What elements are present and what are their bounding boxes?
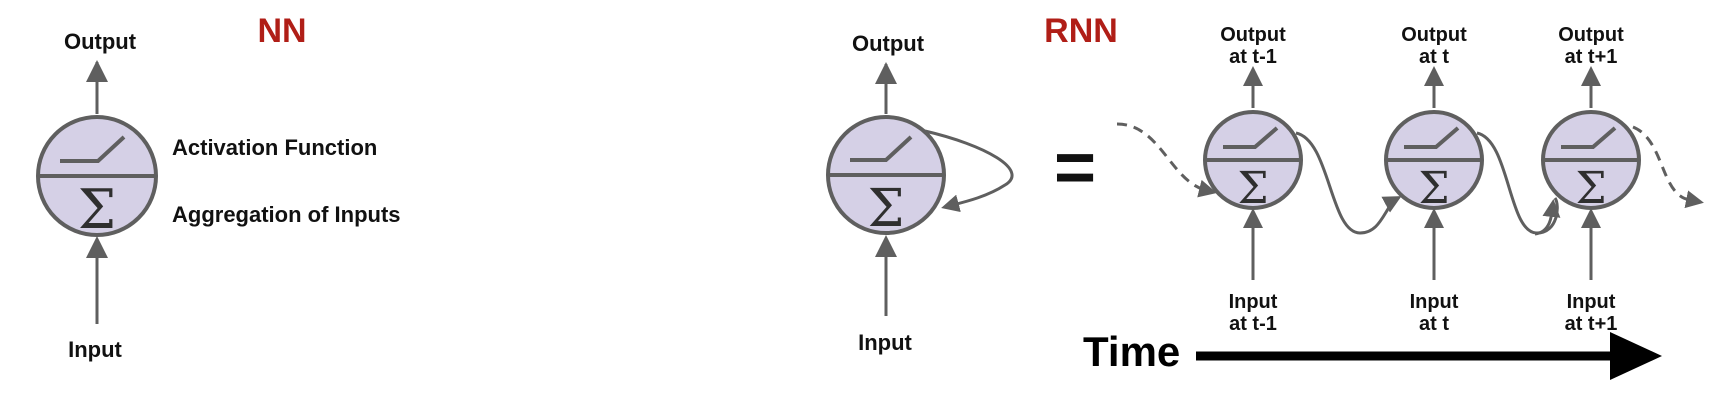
rnn-folded-section: RNN Output Σ Input (826, 12, 1118, 355)
rnn-folded-sigma-icon: Σ (868, 179, 905, 239)
rnn-step-t: Output at t Σ Input at t (1384, 24, 1484, 335)
nn-aggregation-label: Aggregation of Inputs (172, 202, 401, 227)
nn-neuron: Σ (36, 115, 158, 241)
nn-output-label: Output (64, 29, 137, 54)
output-time-t-plus-1: at t+1 (1565, 46, 1618, 68)
incoming-hidden-state-dashed-arrow (1116, 122, 1217, 198)
nn-section: NN Output Σ Activation Function Aggregat… (36, 12, 401, 362)
output-time-t-minus-1: at t-1 (1229, 46, 1277, 68)
rnn-unrolled-section: Output at t-1 Σ Input at t-1 Output at t… (1083, 24, 1704, 380)
nn-sigma-icon: Σ (78, 178, 116, 241)
rnn-folded-input-label: Input (858, 330, 912, 355)
input-time-t-plus-1: at t+1 (1565, 313, 1618, 335)
input-label-t: Input (1410, 291, 1459, 313)
input-label-t-plus-1: Input (1567, 291, 1616, 313)
nn-title: NN (257, 12, 306, 50)
input-time-t-minus-1: at t-1 (1229, 313, 1277, 335)
input-time-t: at t (1419, 313, 1449, 335)
rnn-step-t-plus-1: Output at t+1 Σ Input at t+1 (1541, 24, 1641, 335)
sigma-icon-t-minus-1: Σ (1237, 163, 1268, 214)
time-label: Time (1083, 328, 1180, 375)
sigma-icon-t: Σ (1418, 163, 1449, 214)
output-label-t-minus-1: Output (1220, 24, 1286, 46)
hidden-state-arrow-1-to-2 (1295, 131, 1402, 235)
rnn-output-label: Output (852, 31, 925, 56)
nn-activation-icon (60, 135, 126, 163)
rnn-self-loop-arrow (924, 129, 1014, 213)
time-arrow-head (1610, 332, 1662, 380)
nn-input-label: Input (68, 337, 122, 362)
nn-activation-label: Activation Function (172, 135, 377, 160)
output-label-t-plus-1: Output (1558, 24, 1624, 46)
sigma-icon-t-plus-1: Σ (1575, 163, 1606, 214)
outgoing-hidden-state-dashed-arrow (1632, 125, 1704, 209)
equals-sign: = (1054, 128, 1096, 208)
input-label-t-minus-1: Input (1229, 291, 1278, 313)
rnn-title: RNN (1044, 12, 1118, 50)
rnn-folded-neuron: Σ (826, 115, 946, 239)
output-time-t: at t (1419, 46, 1449, 68)
rnn-step-t-minus-1: Output at t-1 Σ Input at t-1 (1203, 24, 1303, 335)
output-label-t: Output (1401, 24, 1467, 46)
